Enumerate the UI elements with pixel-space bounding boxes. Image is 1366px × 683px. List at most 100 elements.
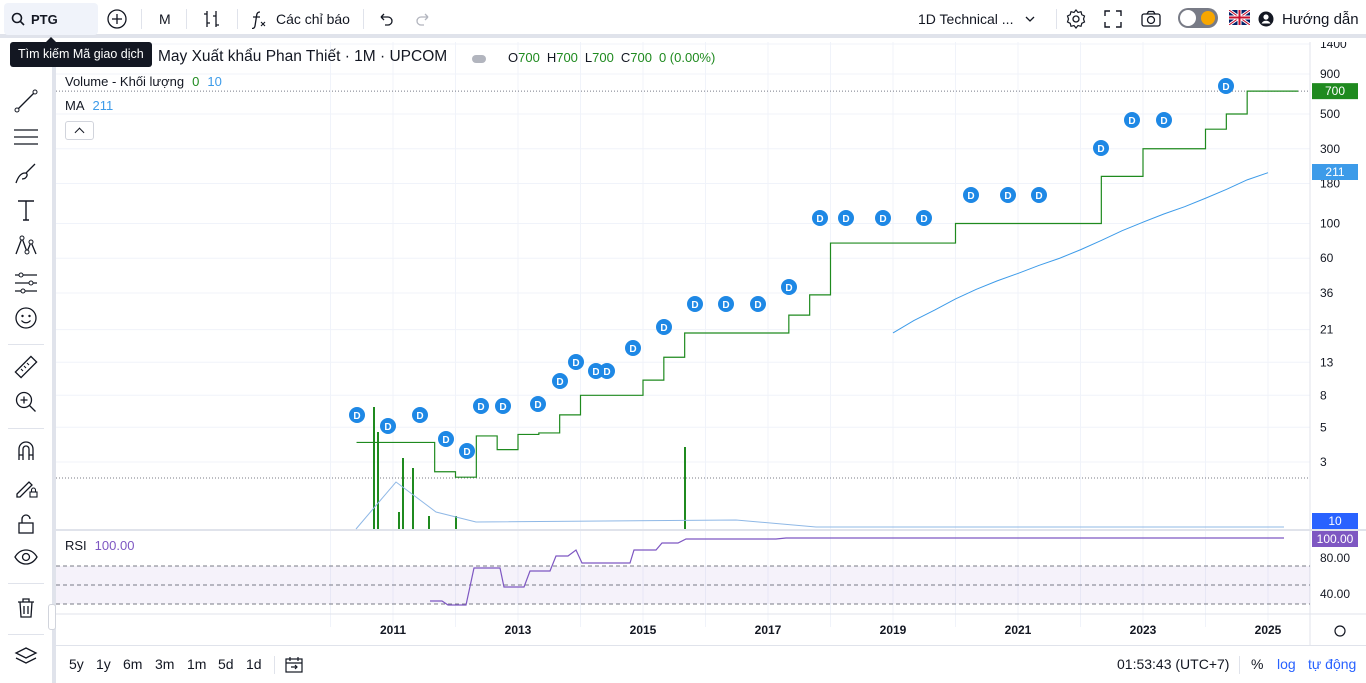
close-value: 700 — [630, 50, 652, 65]
volume-tag: 10 — [1328, 514, 1342, 528]
lock-drawing-tool[interactable] — [11, 472, 41, 502]
range-1d[interactable]: 1d — [246, 656, 262, 672]
dividend-marker — [459, 443, 475, 459]
goto-date-button[interactable] — [284, 655, 304, 678]
dividend-marker — [656, 319, 672, 335]
rsi-value: 100.00 — [94, 538, 135, 553]
ma-label: MA — [65, 98, 85, 113]
dividend-marker — [599, 363, 615, 379]
range-6m[interactable]: 6m — [123, 656, 143, 672]
dividend-marker — [750, 296, 766, 312]
range-1y[interactable]: 1y — [96, 656, 111, 672]
dividend-marker-label: D — [660, 323, 667, 334]
brush-tool[interactable] — [11, 159, 41, 189]
drawing-toolbar — [0, 42, 52, 683]
axis-settings-icon[interactable] — [1334, 625, 1346, 637]
settings-button[interactable] — [1065, 0, 1087, 38]
dividend-marker — [875, 210, 891, 226]
magnet-tool[interactable] — [11, 436, 41, 466]
dividend-marker — [963, 187, 979, 203]
price-line-series — [356, 90, 1298, 478]
price-axis-label: 13 — [1320, 355, 1334, 369]
collapse-legend-button[interactable] — [65, 121, 94, 140]
rsi-label: RSI — [65, 538, 87, 553]
dividend-marker — [781, 279, 797, 295]
measure-tool[interactable] — [11, 352, 41, 382]
help-label: Hướng dẫn — [1282, 10, 1359, 28]
dividend-marker — [552, 373, 568, 389]
dividend-marker — [412, 407, 428, 423]
dividend-marker-label: D — [384, 422, 391, 433]
dividend-marker — [530, 396, 546, 412]
dividend-marker — [687, 296, 703, 312]
high-value: 700 — [556, 50, 578, 65]
remove-drawings-tool[interactable] — [11, 593, 41, 623]
dividend-marker-label: D — [629, 344, 636, 355]
search-icon — [11, 12, 25, 26]
uk-flag-icon[interactable] — [1229, 10, 1250, 25]
dividend-marker — [718, 296, 734, 312]
price-axis-label: 180 — [1320, 177, 1340, 191]
dividend-marker-label: D — [603, 367, 610, 378]
ma-tag-bg — [1312, 164, 1358, 180]
price-axis-label: 1400 — [1320, 42, 1347, 51]
range-5d[interactable]: 5d — [218, 656, 234, 672]
chart-area[interactable]: 1400 900 500 300 180 100 60 36 21 13 8 5 3 D D D D D D D D D D… — [56, 42, 1366, 645]
percent-toggle[interactable]: % — [1251, 656, 1264, 672]
chevron-down-icon — [1026, 16, 1035, 22]
toolbar-collapse-handle[interactable] — [48, 604, 56, 630]
clock-timezone[interactable]: 01:53:43 (UTC+7) — [1117, 656, 1230, 672]
redo-icon — [416, 13, 429, 26]
rsi-legend[interactable]: RSI 100.00 — [65, 538, 134, 553]
horizontal-lines-tool[interactable] — [11, 122, 41, 152]
dividend-marker-label: D — [754, 300, 761, 311]
volume-legend[interactable]: Volume - Khối lượng 0 10 — [65, 74, 222, 89]
redo-button[interactable] — [414, 0, 432, 38]
symbol-search-button[interactable]: PTG — [4, 3, 98, 35]
ruler-icon — [14, 355, 38, 379]
price-axis-label: 36 — [1320, 286, 1334, 300]
rsi-line-series — [430, 537, 1284, 606]
dividend-marker-label: D — [1035, 191, 1042, 202]
object-tree-tool[interactable] — [11, 642, 41, 672]
ma-legend[interactable]: MA 211 — [65, 98, 113, 113]
dividend-marker — [1093, 140, 1109, 156]
compare-symbol-button[interactable] — [106, 0, 128, 38]
price-axis-label: 500 — [1320, 107, 1340, 121]
hide-drawings-tool[interactable] — [11, 542, 41, 572]
range-3m[interactable]: 3m — [155, 656, 175, 672]
interval-button[interactable]: M — [159, 11, 171, 27]
pattern-tool[interactable] — [11, 231, 41, 261]
auto-scale-toggle[interactable]: tự động — [1308, 656, 1357, 672]
screenshot-button[interactable] — [1140, 0, 1162, 38]
time-axis-label: 2013 — [505, 623, 532, 637]
dividend-marker — [568, 354, 584, 370]
dividend-marker-label: D — [534, 400, 541, 411]
layout-select[interactable]: 1D Technical ... — [918, 0, 1035, 38]
user-icon — [1258, 11, 1274, 27]
range-1m[interactable]: 1m — [187, 656, 207, 672]
range-5y[interactable]: 5y — [69, 656, 84, 672]
help-button[interactable]: Hướng dẫn — [1258, 0, 1359, 38]
icon-tool[interactable] — [11, 303, 41, 333]
fullscreen-button[interactable] — [1103, 0, 1123, 38]
theme-toggle[interactable] — [1178, 8, 1218, 28]
dividend-marker-label: D — [416, 411, 423, 422]
more-options-badge[interactable] — [472, 55, 486, 63]
last-price-tag-bg — [1312, 83, 1358, 100]
log-toggle[interactable]: log — [1277, 656, 1296, 672]
lock-all-tool[interactable] — [11, 509, 41, 539]
zoom-in-tool[interactable] — [11, 387, 41, 417]
dividend-marker — [1031, 187, 1047, 203]
indicators-button[interactable]: Các chỉ báo — [250, 0, 350, 38]
prediction-tool[interactable] — [11, 268, 41, 298]
undo-button[interactable] — [377, 0, 395, 38]
trend-line-tool[interactable] — [11, 86, 41, 116]
price-axis-label: 300 — [1320, 142, 1340, 156]
dividend-marker-label: D — [1004, 191, 1011, 202]
text-tool[interactable] — [11, 195, 41, 225]
chart-type-button[interactable] — [201, 0, 223, 38]
zoom-in-icon — [15, 391, 36, 412]
symbol-title[interactable]: May Xuất khẩu Phan Thiết · 1M · UPCOM — [158, 48, 448, 65]
